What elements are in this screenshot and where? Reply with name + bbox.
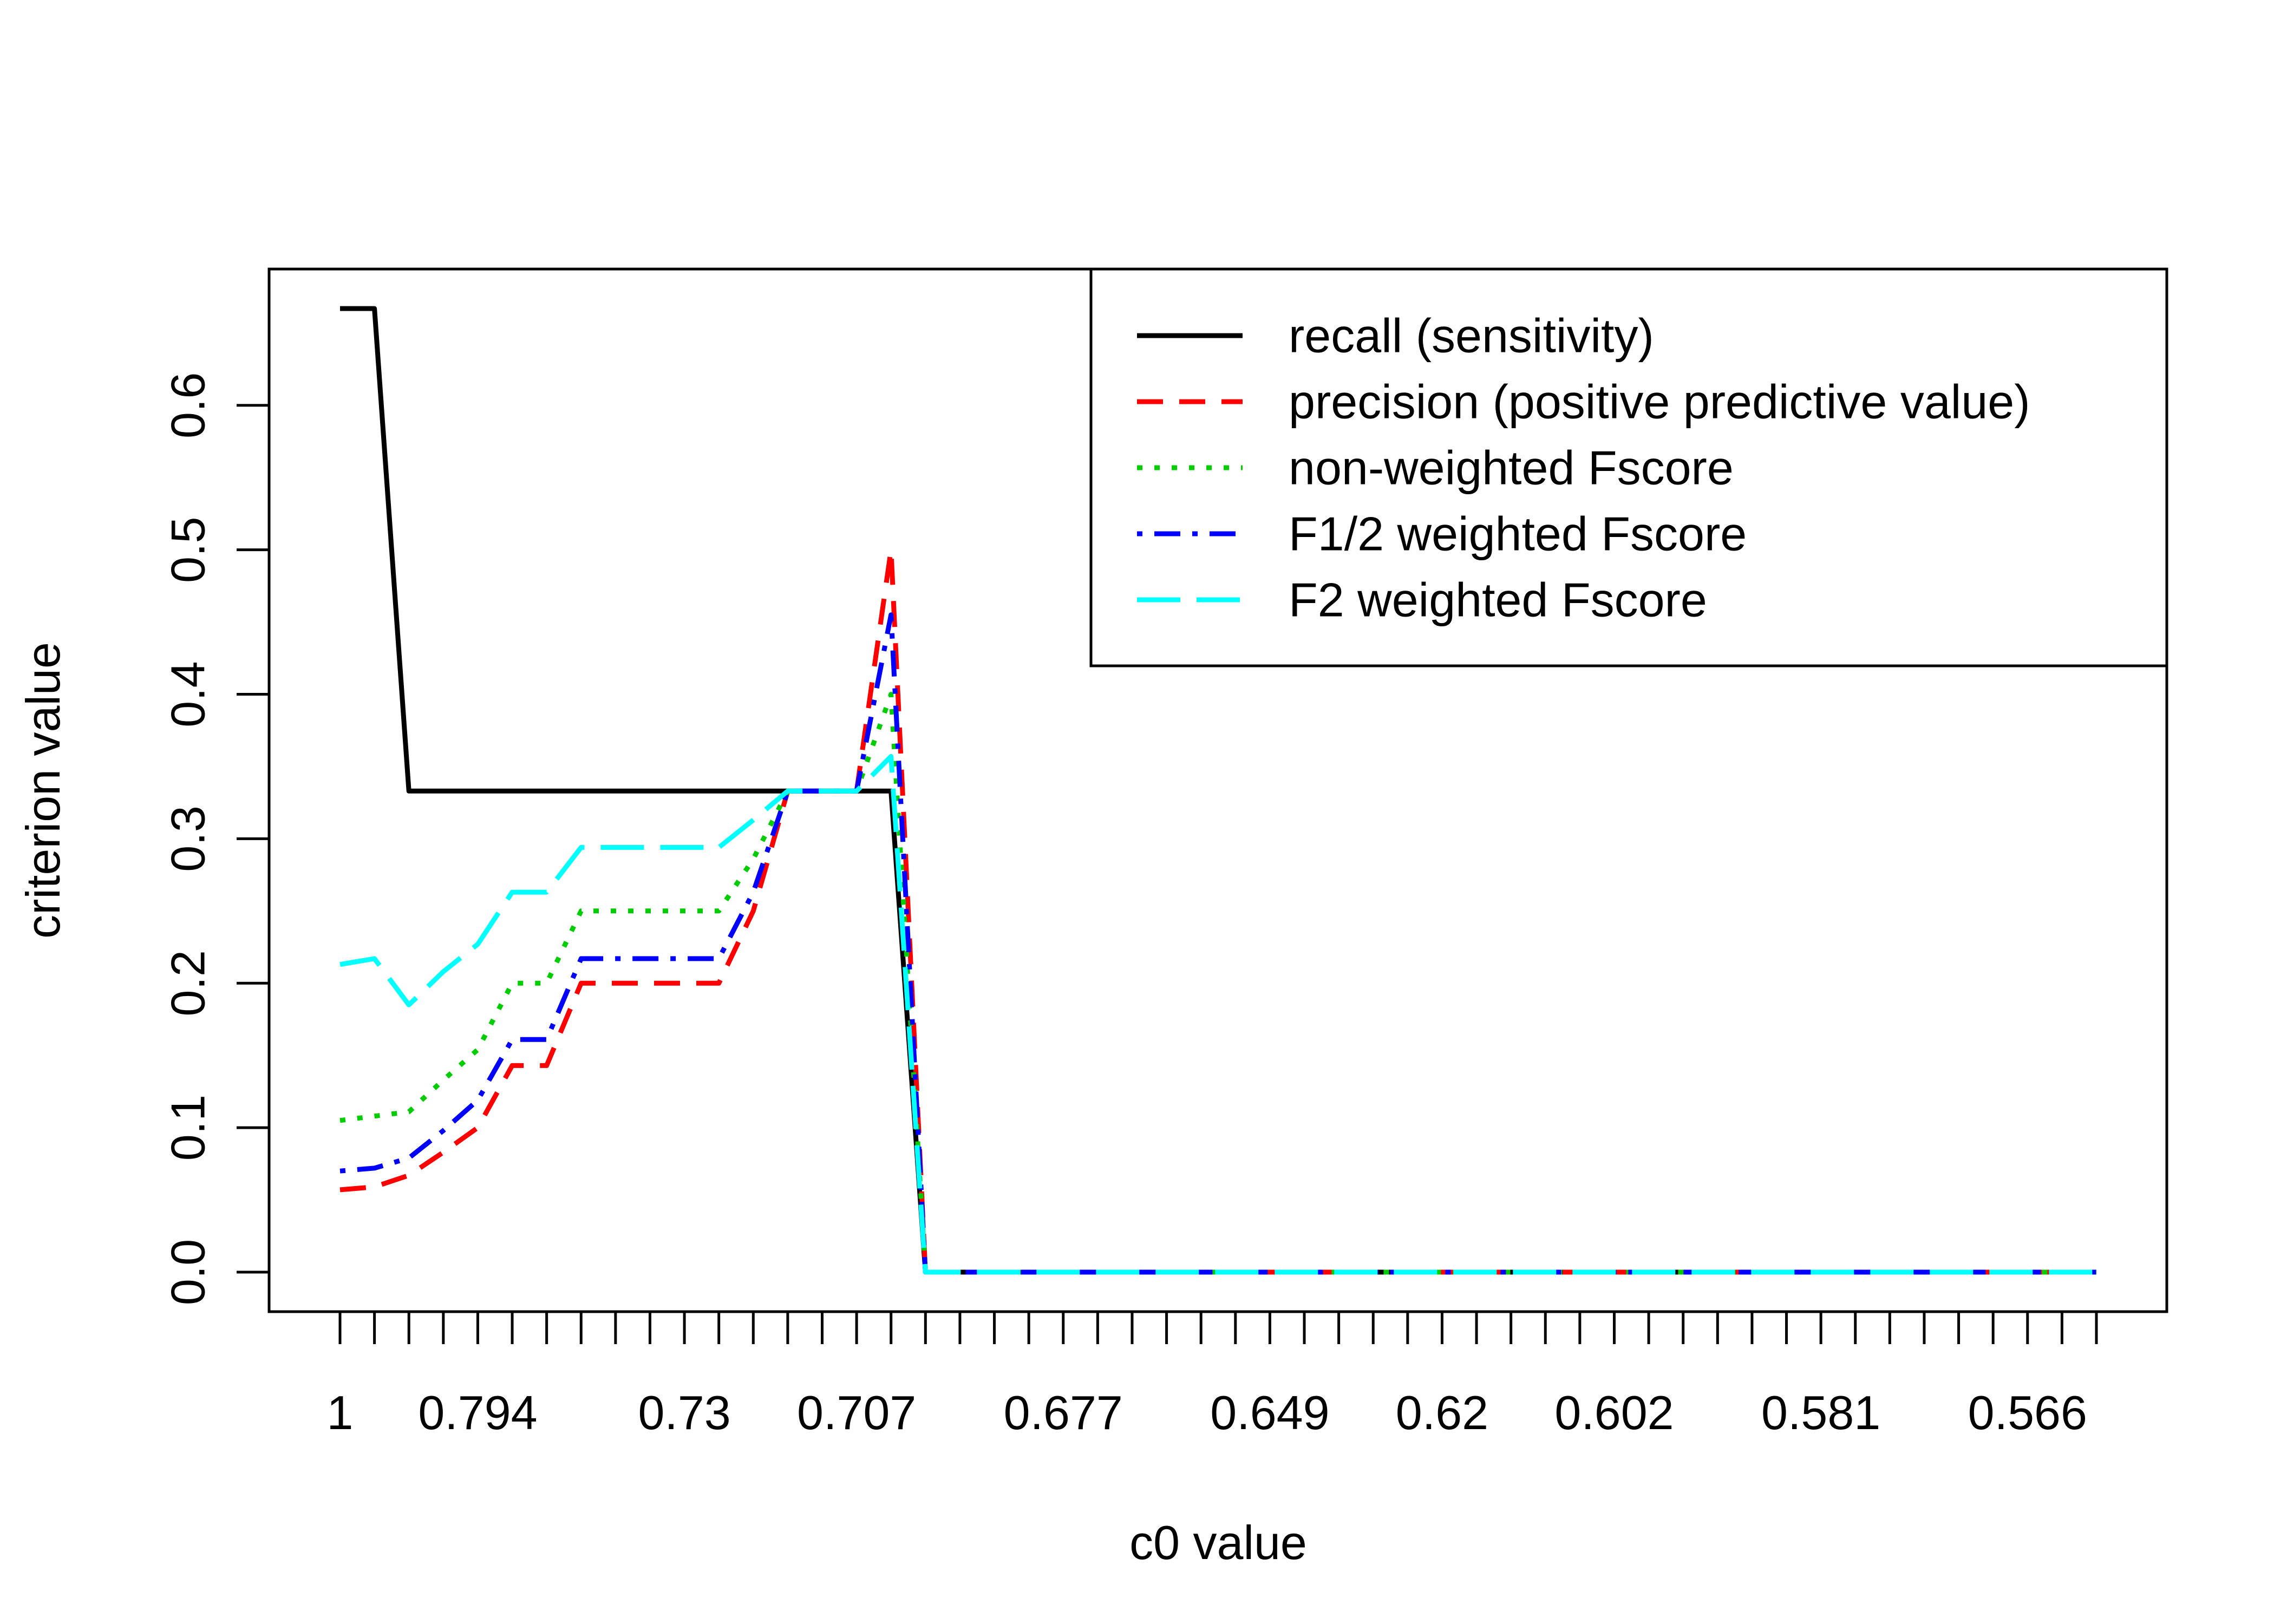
x-tick-label: 0.794 <box>418 1386 537 1439</box>
x-tick-label: 0.707 <box>797 1386 916 1439</box>
legend-label: recall (sensitivity) <box>1289 309 1654 363</box>
legend-label: non-weighted Fscore <box>1289 441 1734 495</box>
series-line-1 <box>339 547 2096 1275</box>
x-tick-label: 0.649 <box>1210 1386 1329 1439</box>
x-tick-label: 0.581 <box>1761 1386 1880 1439</box>
y-tick-label: 0.2 <box>161 950 215 1016</box>
y-axis: 0.0 0.1 0.2 0.3 0.4 0.5 0.6 <box>161 372 271 1305</box>
series-line-4 <box>339 754 2096 1275</box>
x-tick-label: 1 <box>327 1386 354 1439</box>
series-line-3 <box>339 612 2096 1275</box>
y-axis-label: criterion value <box>16 642 70 939</box>
legend-label: F1/2 weighted Fscore <box>1289 507 1747 561</box>
series-layer <box>339 306 2096 1275</box>
y-tick-label: 0.4 <box>161 661 215 727</box>
x-tick-label: 0.73 <box>638 1386 730 1439</box>
legend-label: precision (positive predictive value) <box>1289 375 2030 429</box>
x-tick-label: 0.677 <box>1004 1386 1123 1439</box>
y-tick-label: 0.3 <box>161 806 215 872</box>
y-tick-label: 0.6 <box>161 372 215 438</box>
y-tick-label: 0.1 <box>161 1095 215 1161</box>
x-tick-label: 0.566 <box>1968 1386 2087 1439</box>
x-axis: 1 0.794 0.73 0.707 0.677 0.649 0.62 0.602 0.581 0… <box>327 1310 2098 1439</box>
y-tick-label: 0.0 <box>161 1239 215 1305</box>
x-tick-label: 0.602 <box>1554 1386 1674 1439</box>
legend-box <box>1089 267 2168 667</box>
legend: recall (sensitivity) precision (positive … <box>1089 267 2168 667</box>
y-tick-label: 0.5 <box>161 516 215 582</box>
x-axis-label: c0 value <box>1129 1516 1307 1569</box>
x-tick-label: 0.62 <box>1396 1386 1488 1439</box>
series-line-2 <box>339 692 2096 1275</box>
legend-label: F2 weighted Fscore <box>1289 573 1707 627</box>
